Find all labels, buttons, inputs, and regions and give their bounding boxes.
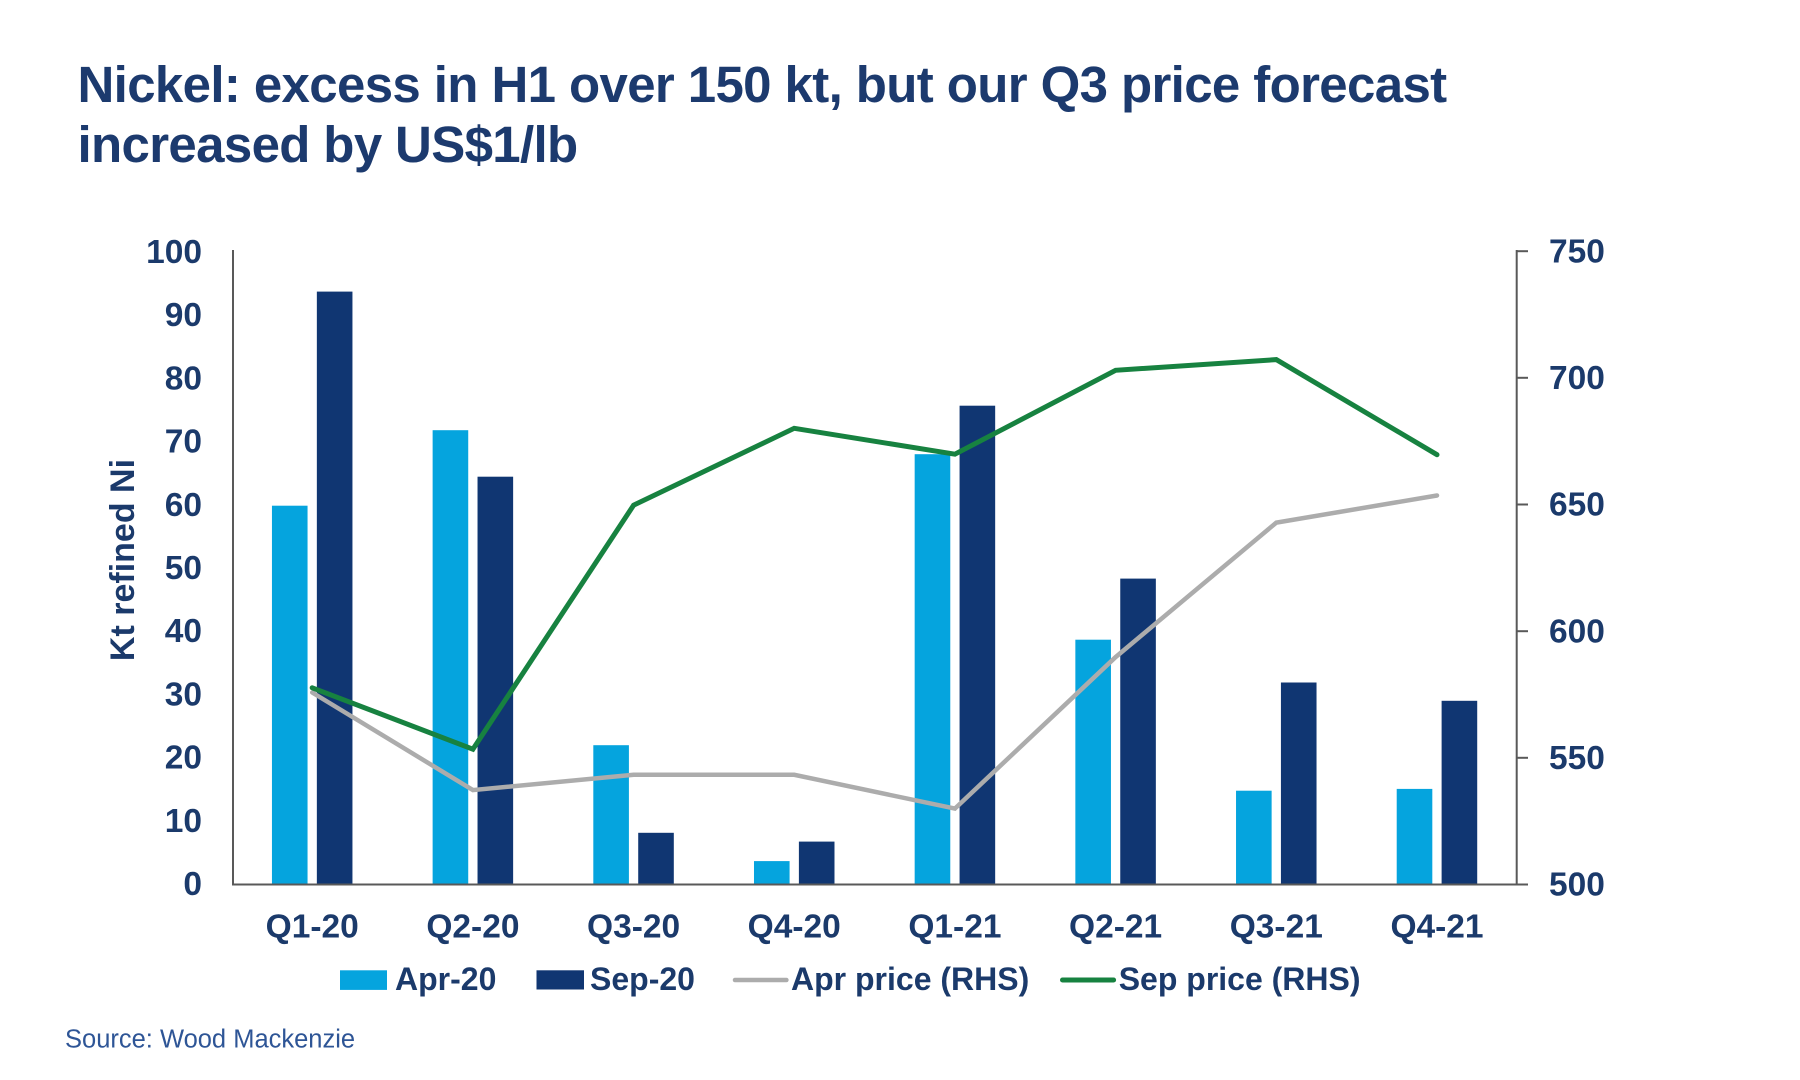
svg-text:100: 100 <box>146 234 202 271</box>
svg-text:Q2-21: Q2-21 <box>1069 909 1162 946</box>
svg-text:600: 600 <box>1549 613 1605 650</box>
svg-text:50: 50 <box>165 550 202 587</box>
svg-text:750: 750 <box>1549 233 1605 270</box>
svg-text:20: 20 <box>165 740 202 777</box>
svg-text:60: 60 <box>165 487 202 524</box>
svg-text:70: 70 <box>165 424 202 461</box>
svg-text:Q4-20: Q4-20 <box>748 909 841 946</box>
svg-text:Apr price (RHS): Apr price (RHS) <box>791 961 1029 997</box>
svg-text:Kt refined Ni: Kt refined Ni <box>104 459 142 661</box>
svg-text:Apr-20: Apr-20 <box>395 961 496 997</box>
svg-text:10: 10 <box>165 803 202 840</box>
svg-text:550: 550 <box>1549 740 1605 777</box>
svg-text:90: 90 <box>165 297 202 334</box>
svg-text:Q3-20: Q3-20 <box>587 909 680 946</box>
svg-text:Sep-20: Sep-20 <box>590 961 695 997</box>
svg-text:0: 0 <box>183 866 202 903</box>
svg-text:700: 700 <box>1549 360 1605 397</box>
svg-text:Sep price (RHS): Sep price (RHS) <box>1119 961 1361 997</box>
svg-text:30: 30 <box>165 676 202 713</box>
svg-text:Q3-21: Q3-21 <box>1230 909 1323 946</box>
svg-text:80: 80 <box>165 360 202 397</box>
svg-text:650: 650 <box>1549 487 1605 524</box>
svg-text:40: 40 <box>165 613 202 650</box>
svg-text:Q1-21: Q1-21 <box>908 909 1001 946</box>
svg-text:500: 500 <box>1549 867 1605 904</box>
svg-text:Q4-21: Q4-21 <box>1390 909 1483 946</box>
svg-text:Q2-20: Q2-20 <box>426 909 519 946</box>
svg-text:Source: Wood Mackenzie: Source: Wood Mackenzie <box>65 1026 355 1054</box>
svg-text:Q1-20: Q1-20 <box>266 909 359 946</box>
